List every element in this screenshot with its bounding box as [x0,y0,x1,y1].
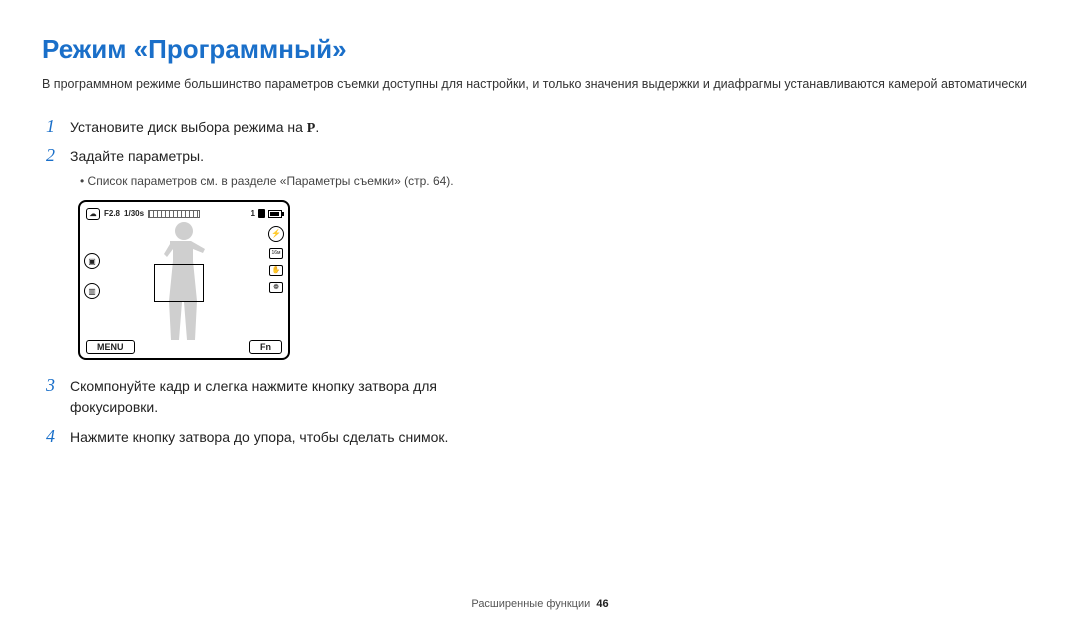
fn-button-label: Fn [249,340,282,354]
footer-page-number: 46 [596,598,608,610]
camera-screen-illustration: ☁ F2.8 1/30s 1 ▣ ▥ ⚡ 16м ✋ ❁ MENU Fn [78,200,290,360]
menu-button-label: MENU [86,340,135,354]
step-number: 2 [46,144,70,167]
drive-mode-icon: ▥ [84,283,100,299]
bullet-text: Список параметров см. в разделе «Парамет… [80,174,454,188]
battery-icon [268,210,282,218]
step1-pre: Установите диск выбора режима на [70,119,307,135]
step-text: Скомпонуйте кадр и слегка нажмите кнопку… [70,374,490,419]
step-text: Задайте параметры. [70,144,204,168]
shot-counter: 1 [251,209,255,218]
step-2-bullet: Список параметров см. в разделе «Парамет… [80,172,1038,190]
step-text: Установите диск выбора режима на P. [70,115,319,140]
intro-paragraph: В программном режиме большинство парамет… [42,75,1032,93]
macro-icon: ❁ [269,282,283,293]
af-mode-icon: ▣ [84,253,100,269]
page-footer: Расширенные функции 46 [0,598,1080,610]
page-title: Режим «Программный» [42,34,1038,65]
mode-icon: ☁ [86,208,100,220]
camera-top-bar: ☁ F2.8 1/30s 1 [86,206,282,222]
focus-rectangle-icon [154,264,204,302]
step-4: 4 Нажмите кнопку затвора до упора, чтобы… [46,425,1038,449]
camera-left-icons: ▣ ▥ [84,253,100,299]
steps-list: 1 Установите диск выбора режима на P. 2 … [46,115,1038,448]
shutter-label: 1/30s [124,209,144,218]
exposure-scale-icon [148,210,200,218]
hand-icon: ✋ [269,265,283,276]
sd-card-icon [258,209,265,218]
step-number: 3 [46,374,70,397]
step-text: Нажмите кнопку затвора до упора, чтобы с… [70,425,448,449]
camera-right-icons: ⚡ 16м ✋ ❁ [268,226,284,293]
step-number: 1 [46,115,70,138]
flash-icon: ⚡ [268,226,284,242]
step1-post: . [315,119,319,135]
footer-section: Расширенные функции [471,598,590,610]
step-3: 3 Скомпонуйте кадр и слегка нажмите кноп… [46,374,1038,419]
image-size-icon: 16м [269,248,283,259]
step-1: 1 Установите диск выбора режима на P. [46,115,1038,140]
aperture-label: F2.8 [104,209,120,218]
step-2: 2 Задайте параметры. [46,144,1038,168]
camera-bottom-bar: MENU Fn [86,340,282,354]
step-number: 4 [46,425,70,448]
